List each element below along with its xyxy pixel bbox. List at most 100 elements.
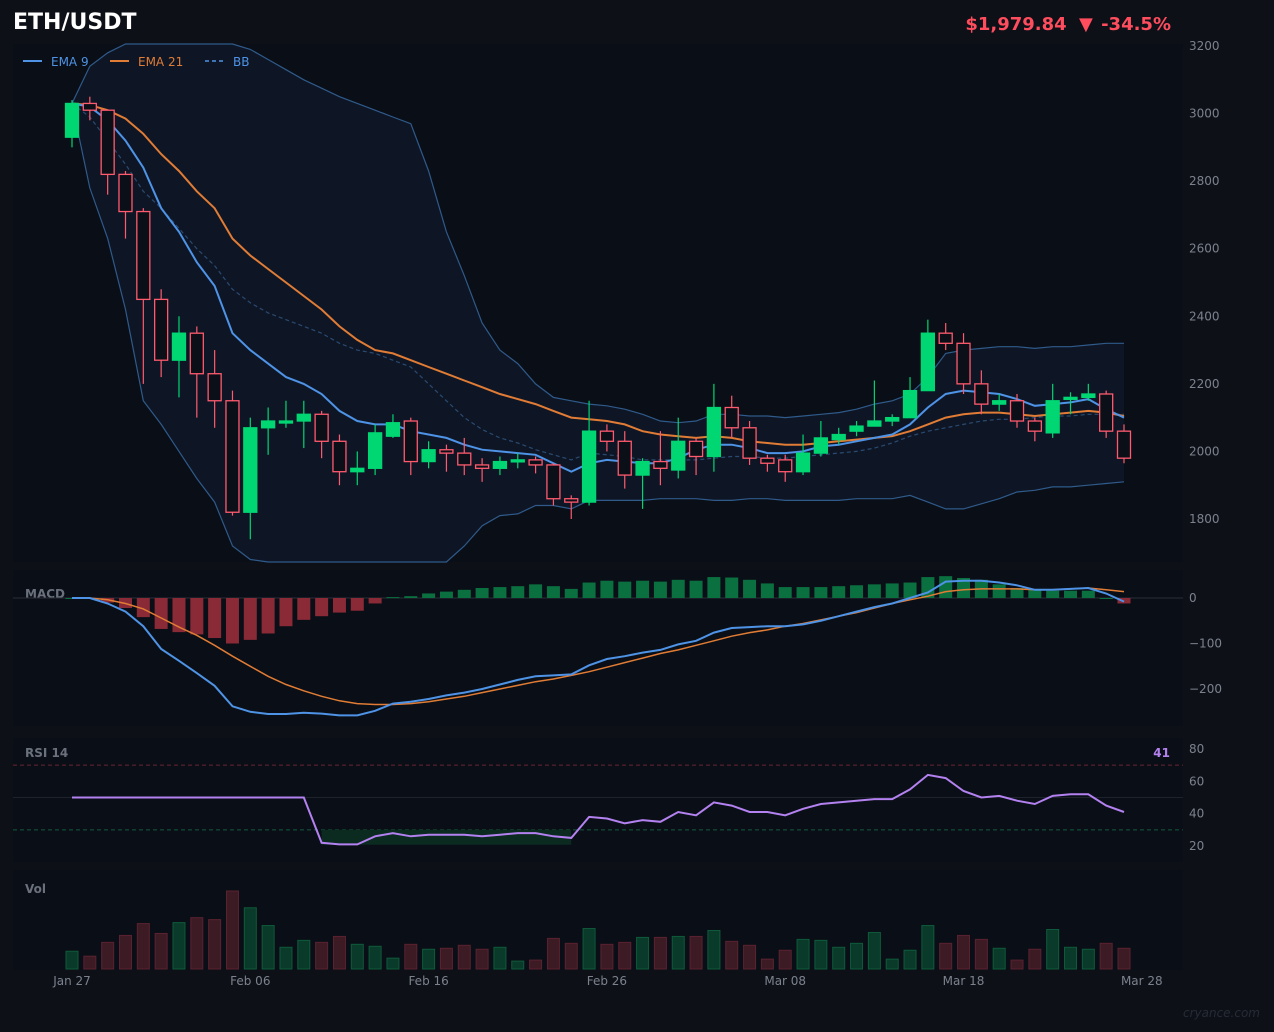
candle	[421, 449, 436, 463]
candle	[1027, 420, 1042, 432]
candle	[207, 373, 222, 402]
candle	[581, 430, 597, 503]
candle	[1009, 400, 1025, 422]
candle	[813, 437, 829, 454]
candle	[956, 342, 971, 385]
candle	[332, 440, 347, 473]
date-tick: Feb 26	[587, 974, 627, 988]
candle	[653, 460, 668, 469]
change-arrow-icon: ▼	[1078, 14, 1093, 35]
candle	[296, 413, 311, 422]
svg-text:0: 0	[1189, 591, 1197, 605]
candle	[457, 452, 472, 466]
candle	[546, 464, 561, 500]
candle	[1081, 393, 1096, 399]
candle	[849, 425, 864, 432]
svg-text:60: 60	[1189, 774, 1204, 788]
candle	[902, 389, 918, 419]
candle	[617, 440, 632, 476]
candle	[260, 420, 276, 429]
candle	[920, 332, 936, 392]
candle	[100, 109, 115, 176]
candle	[367, 432, 383, 469]
watermark: cryance.com	[1182, 1006, 1260, 1020]
legend-bb[interactable]: BB	[233, 55, 249, 69]
macd-label: MACD	[25, 587, 65, 601]
candle	[938, 332, 953, 344]
candle	[474, 464, 490, 469]
candle	[635, 460, 650, 476]
candle	[350, 467, 365, 473]
volume-label: Vol	[25, 882, 46, 896]
volume-pane[interactable]	[13, 870, 1183, 970]
candle	[136, 210, 151, 301]
candle	[778, 459, 793, 473]
candle	[1045, 400, 1060, 434]
candle	[64, 102, 80, 138]
time-axis: Jan 27 Feb 06 Feb 16 Feb 26 Mar 08 Mar 18 Mar …	[52, 974, 1162, 988]
change-percent: -34.5%	[1101, 14, 1171, 35]
price-tick: 1800	[1189, 512, 1220, 526]
svg-text:20: 20	[1189, 839, 1204, 853]
date-tick: Mar 08	[764, 974, 806, 988]
svg-text:40: 40	[1189, 807, 1204, 821]
candle	[278, 420, 294, 424]
date-tick: Mar 18	[943, 974, 985, 988]
candle	[599, 430, 615, 442]
candle	[564, 498, 579, 503]
candle	[867, 420, 882, 427]
price-tick: 2600	[1189, 242, 1220, 256]
rsi-indicator: 20 40 60 80	[13, 742, 1204, 853]
volume-bars	[65, 890, 1131, 970]
candle	[760, 457, 775, 464]
price-tick: 2200	[1189, 377, 1220, 391]
candle	[688, 440, 704, 458]
price-tick: 2400	[1189, 309, 1220, 323]
macd-pane[interactable]	[13, 570, 1183, 726]
candle	[885, 416, 900, 422]
candle	[1099, 393, 1114, 432]
candle	[314, 413, 329, 442]
svg-text:80: 80	[1189, 742, 1204, 756]
candle	[724, 406, 739, 429]
date-tick: Feb 06	[230, 974, 270, 988]
legend-ema9[interactable]: EMA 9	[51, 55, 89, 69]
symbol-title: ETH/USDT	[13, 10, 137, 35]
candle	[742, 427, 757, 459]
candle	[831, 433, 846, 441]
rsi-label: RSI 14	[25, 746, 68, 760]
candle	[82, 102, 97, 111]
price-axis: 1800 2000 2200 2400 2600 2800 3000 3200	[1189, 39, 1220, 526]
date-tick: Feb 16	[408, 974, 448, 988]
legend-ema21[interactable]: EMA 21	[138, 55, 183, 69]
price-display: $1,979.84 ▼ -34.5%	[959, 14, 1171, 35]
candle	[1063, 396, 1078, 401]
bollinger-bands	[71, 43, 1125, 563]
candle	[795, 452, 811, 473]
candle	[118, 173, 133, 213]
candle	[992, 400, 1007, 405]
candle	[171, 332, 187, 361]
candle	[243, 427, 258, 513]
date-tick: Mar 28	[1121, 974, 1163, 988]
svg-text:−100: −100	[1189, 637, 1222, 651]
bollinger-band-fill	[72, 44, 1124, 562]
candle	[403, 420, 418, 463]
candle	[225, 400, 240, 513]
candle	[439, 449, 454, 454]
price-tick: 2800	[1189, 174, 1220, 188]
rsi-pane[interactable]	[13, 738, 1183, 862]
macd-indicator: 0 −100 −200	[13, 576, 1222, 717]
last-price: $1,979.84	[965, 14, 1067, 35]
candle	[974, 383, 989, 405]
candle	[154, 298, 169, 361]
date-tick: Jan 27	[52, 974, 91, 988]
rsi-current-value: 41	[1153, 746, 1170, 760]
candle	[510, 459, 525, 463]
price-tick: 2000	[1189, 444, 1220, 458]
candle	[528, 459, 543, 466]
candle	[189, 332, 204, 375]
candle	[671, 440, 686, 471]
ema-lines	[71, 102, 1125, 473]
